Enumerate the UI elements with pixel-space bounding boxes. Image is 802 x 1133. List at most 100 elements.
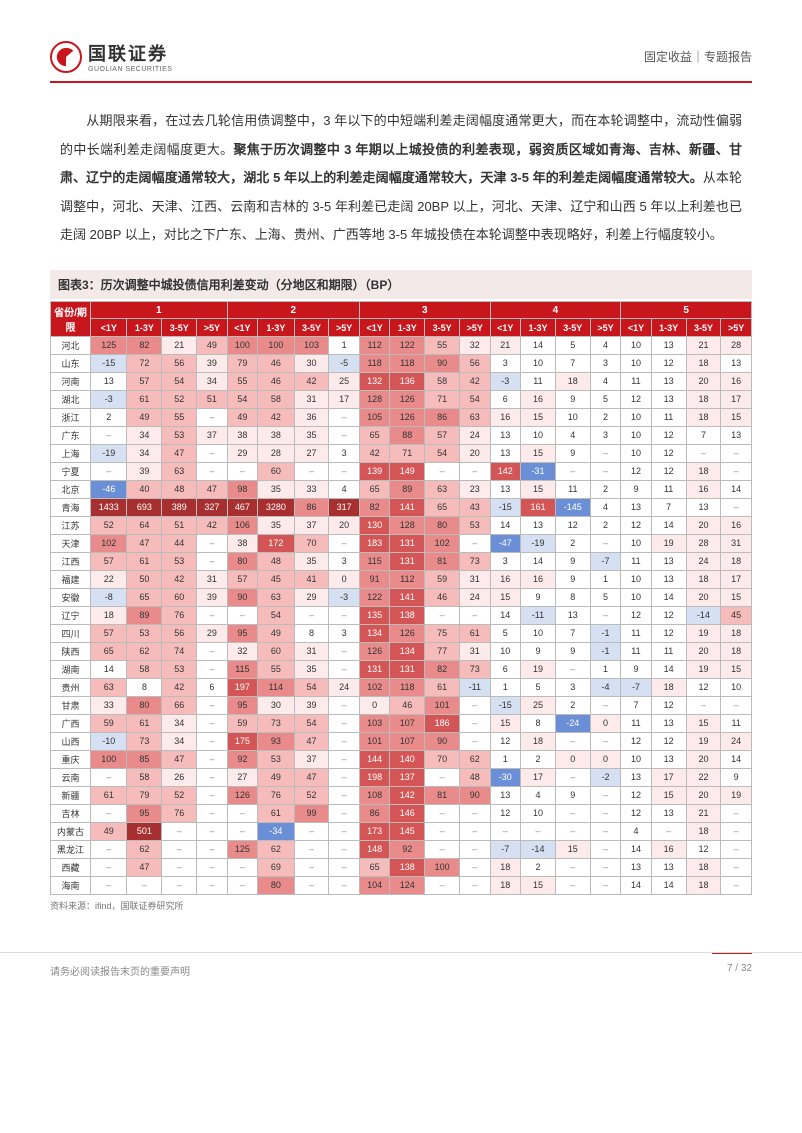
data-cell: 14 (91, 660, 127, 678)
data-cell: 47 (127, 534, 162, 552)
data-cell: 45 (258, 570, 294, 588)
data-cell: 16 (721, 516, 752, 534)
data-cell: -19 (521, 534, 556, 552)
data-cell: – (460, 822, 490, 840)
data-cell: 86 (294, 498, 329, 516)
data-cell: – (329, 750, 359, 768)
data-cell: 58 (258, 390, 294, 408)
data-cell: 25 (329, 372, 359, 390)
data-cell: – (197, 804, 227, 822)
data-cell: 82 (359, 498, 389, 516)
data-cell: 172 (258, 534, 294, 552)
data-cell: 82 (127, 336, 162, 354)
row-header: 青海 (51, 498, 91, 516)
data-cell: 61 (460, 624, 490, 642)
data-cell: 48 (258, 552, 294, 570)
data-cell: 54 (227, 390, 257, 408)
data-cell: – (425, 462, 460, 480)
data-cell: – (197, 876, 227, 894)
col-sub: 1-3Y (390, 319, 425, 337)
data-cell: 14 (521, 552, 556, 570)
data-cell: 13 (721, 354, 752, 372)
data-cell: 52 (162, 786, 197, 804)
data-cell: 126 (390, 408, 425, 426)
data-cell: – (590, 606, 620, 624)
data-cell: 29 (227, 444, 257, 462)
data-cell: 15 (521, 876, 556, 894)
data-cell: 12 (621, 462, 651, 480)
data-cell: – (590, 444, 620, 462)
col-sub: 3-5Y (555, 319, 590, 337)
data-cell: 59 (425, 570, 460, 588)
data-cell: 57 (91, 624, 127, 642)
data-cell: 58 (425, 372, 460, 390)
data-cell: 130 (359, 516, 389, 534)
data-cell: 55 (425, 336, 460, 354)
data-cell: 12 (686, 678, 721, 696)
data-cell: 112 (359, 336, 389, 354)
data-cell: – (329, 714, 359, 732)
data-cell: 145 (390, 822, 425, 840)
data-cell: 2 (555, 534, 590, 552)
data-cell: 62 (460, 750, 490, 768)
data-cell: – (197, 822, 227, 840)
data-cell: 80 (425, 516, 460, 534)
data-cell: 10 (621, 570, 651, 588)
data-cell: 3280 (258, 498, 294, 516)
data-cell: 15 (721, 660, 752, 678)
row-header: 重庆 (51, 750, 91, 768)
data-cell: 53 (258, 750, 294, 768)
data-cell: 34 (162, 714, 197, 732)
logo: 国联证券 GUOLIAN SECURITIES (50, 40, 172, 73)
data-cell: 3 (555, 678, 590, 696)
data-cell: 55 (227, 372, 257, 390)
data-cell: 13 (721, 426, 752, 444)
data-cell: 0 (555, 750, 590, 768)
data-cell: 5 (555, 336, 590, 354)
data-cell: 104 (359, 876, 389, 894)
data-cell: – (590, 534, 620, 552)
data-cell: – (197, 444, 227, 462)
data-cell: 13 (651, 372, 686, 390)
data-cell: -19 (91, 444, 127, 462)
data-cell: 13 (651, 390, 686, 408)
data-cell: 19 (686, 624, 721, 642)
col-sub: >5Y (590, 319, 620, 337)
data-cell: 107 (390, 732, 425, 750)
data-cell: – (721, 858, 752, 876)
data-cell: – (127, 876, 162, 894)
data-cell: 15 (721, 408, 752, 426)
data-cell: – (460, 840, 490, 858)
col-sub: >5Y (197, 319, 227, 337)
data-cell: 12 (651, 354, 686, 372)
data-cell: 9 (555, 390, 590, 408)
data-cell: – (197, 696, 227, 714)
data-cell: 32 (227, 642, 257, 660)
data-cell: 36 (294, 408, 329, 426)
data-cell: 27 (227, 768, 257, 786)
row-header: 陕西 (51, 642, 91, 660)
data-cell: 22 (686, 768, 721, 786)
data-cell: 61 (91, 786, 127, 804)
data-cell: 12 (651, 444, 686, 462)
col-sub: >5Y (721, 319, 752, 337)
data-cell: 12 (490, 732, 520, 750)
data-cell: 17 (329, 390, 359, 408)
data-cell: 137 (390, 768, 425, 786)
data-cell: 13 (651, 804, 686, 822)
data-cell: 2 (555, 696, 590, 714)
data-cell: 63 (425, 480, 460, 498)
data-cell: 197 (227, 678, 257, 696)
data-cell: 15 (521, 444, 556, 462)
data-cell: – (590, 732, 620, 750)
data-cell: – (91, 768, 127, 786)
data-cell: 131 (390, 660, 425, 678)
data-cell: 30 (294, 354, 329, 372)
data-cell: -47 (490, 534, 520, 552)
data-cell: – (425, 876, 460, 894)
data-cell: 48 (460, 768, 490, 786)
data-cell: 99 (294, 804, 329, 822)
data-cell: 47 (294, 732, 329, 750)
data-cell: 27 (294, 444, 329, 462)
data-cell: 49 (127, 408, 162, 426)
